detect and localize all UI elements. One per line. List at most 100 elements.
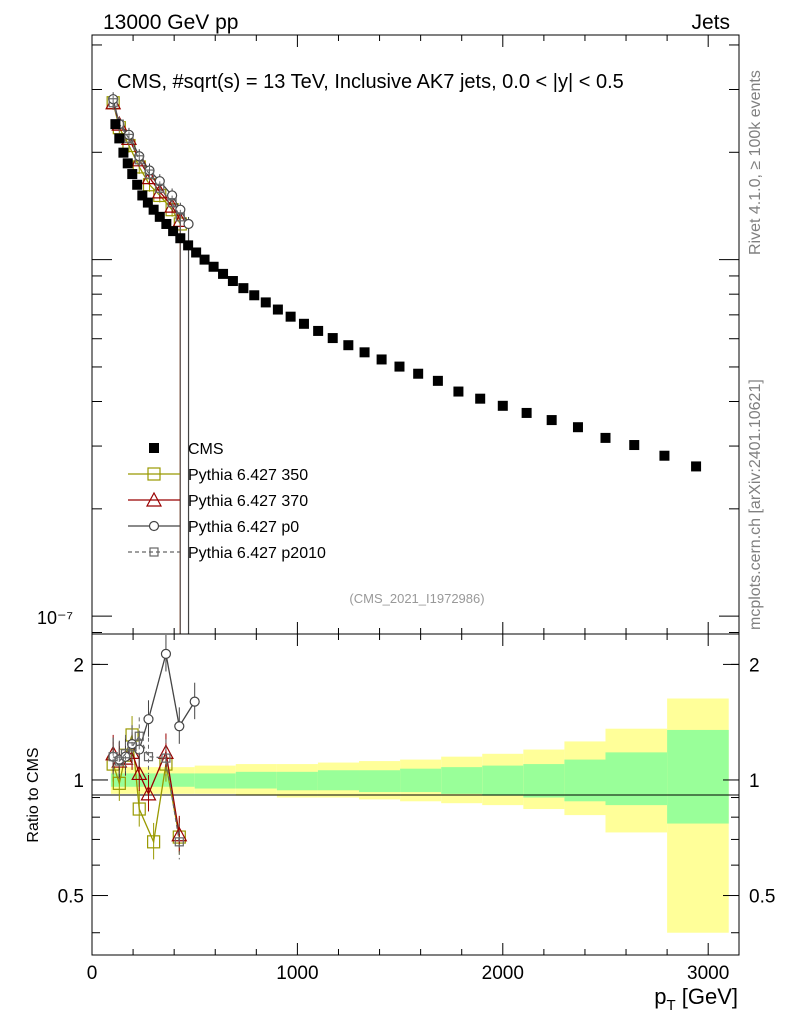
data-point <box>475 393 486 404</box>
uncertainty-band-stat <box>359 770 401 793</box>
spectrum-title: CMS, #sqrt(s) = 13 TeV, Inclusive AK7 je… <box>117 71 624 93</box>
ratio-series-pythia-6-427-p0 <box>108 635 200 778</box>
svg-text:Pythia 6.427 350: Pythia 6.427 350 <box>188 467 308 484</box>
data-point <box>521 407 532 418</box>
data-point <box>238 283 249 294</box>
uncertainty-band-stat <box>400 768 442 793</box>
data-point <box>227 276 238 287</box>
uncertainty-band-stat <box>276 771 318 791</box>
data-point <box>137 190 148 201</box>
ratio-point <box>114 756 124 766</box>
data-point <box>272 304 283 315</box>
legend-entry-p370: Pythia 6.427 370 <box>128 491 308 510</box>
x-tick-label: 1000 <box>276 963 318 984</box>
mcplots-label: mcplots.cern.ch [arXiv:2401.10621] <box>747 379 764 630</box>
data-point <box>144 169 155 179</box>
ratio-point <box>127 742 137 752</box>
data-point <box>546 415 557 426</box>
collision-label: 13000 GeV pp <box>103 11 238 34</box>
data-point <box>413 368 424 379</box>
data-point <box>168 226 179 237</box>
legend: CMS Pythia 6.427 350 Pythia 6.427 370 Py… <box>128 441 326 562</box>
uncertainty-band-stat <box>110 773 195 787</box>
data-point <box>260 297 271 308</box>
data-point <box>132 179 143 190</box>
ratio-point <box>160 648 172 659</box>
ratio-point <box>147 835 161 849</box>
data-point <box>432 375 443 386</box>
data-point <box>572 422 583 433</box>
data-point <box>175 212 185 222</box>
rivet-version-label: Rivet 4.1.0, ≥ 100k events <box>747 70 764 255</box>
ratio-point <box>174 837 184 847</box>
ratio-point <box>189 696 200 707</box>
legend-entry-p0: Pythia 6.427 p0 <box>128 519 299 536</box>
data-point <box>298 318 309 329</box>
data-point <box>142 197 153 208</box>
data-point <box>394 361 405 372</box>
data-point <box>218 268 229 279</box>
ratio-series-pythia-6-427-p2010 <box>108 717 184 860</box>
data-point <box>108 98 118 108</box>
data-point <box>327 333 338 344</box>
y-tick-label-right: 2 <box>749 655 760 676</box>
data-point <box>453 386 464 397</box>
uncertainty-band-stat <box>605 752 668 806</box>
svg-text:CMS: CMS <box>188 441 224 458</box>
data-point <box>124 133 134 143</box>
svg-text:Pythia 6.427 370: Pythia 6.427 370 <box>188 493 308 510</box>
ratio-point <box>174 721 185 732</box>
data-point <box>127 169 138 180</box>
y-tick-label-left: 1 <box>73 771 84 792</box>
x-tick-label: 0 <box>87 963 98 984</box>
data-point <box>199 254 210 265</box>
data-point <box>155 183 165 193</box>
y-tick-label-left: 0.5 <box>58 887 84 908</box>
legend-entry-cms: CMS <box>149 441 224 458</box>
ratio-point <box>134 744 145 755</box>
uncertainty-band-stat <box>667 729 729 824</box>
data-point <box>167 197 177 208</box>
legend-entry-p2010: Pythia 6.427 p2010 <box>128 545 326 562</box>
ratio-point <box>143 752 154 762</box>
x-axis-label: pT [GeV] <box>654 984 738 1014</box>
data-point <box>659 450 670 461</box>
data-point <box>313 325 324 336</box>
data-point <box>114 133 125 144</box>
y-tick-label-1e-7: 10⁻⁷ <box>37 608 73 628</box>
uncertainty-band-stat <box>194 773 236 789</box>
ratio-point <box>120 749 131 759</box>
data-point <box>249 290 260 301</box>
data-point <box>285 311 296 322</box>
ratio-point <box>134 731 144 741</box>
data-point <box>161 218 172 229</box>
data-point <box>208 261 219 272</box>
x-tick-label: 3000 <box>687 963 729 984</box>
analysis-type-label: Jets <box>691 11 730 34</box>
data-point <box>122 158 133 169</box>
uncertainty-band-stat <box>235 771 277 789</box>
uncertainty-band-stat <box>441 767 483 794</box>
data-point <box>497 400 508 411</box>
data-point <box>110 119 121 130</box>
data-point <box>118 147 129 158</box>
data-point <box>183 240 194 251</box>
ratio-point <box>131 765 148 781</box>
y-tick-label-right: 0.5 <box>749 887 775 908</box>
series-cms <box>110 119 702 472</box>
data-point <box>175 233 186 244</box>
uncertainty-band-stat <box>564 759 606 802</box>
data-point <box>183 218 194 230</box>
data-point <box>343 340 354 351</box>
y-tick-label-left: 2 <box>73 655 84 676</box>
data-point <box>154 211 165 222</box>
svg-text:Pythia 6.427 p2010: Pythia 6.427 p2010 <box>188 545 326 562</box>
data-point <box>600 432 611 443</box>
svg-text:Pythia 6.427 p0: Pythia 6.427 p0 <box>188 519 299 536</box>
data-point <box>359 347 370 358</box>
legend-entry-p350: Pythia 6.427 350 <box>128 467 308 484</box>
ratio-point <box>143 714 154 725</box>
ratio-y-axis-label: Ratio to CMS <box>25 747 42 842</box>
data-point <box>376 354 387 365</box>
y-tick-label-right: 1 <box>749 771 760 792</box>
